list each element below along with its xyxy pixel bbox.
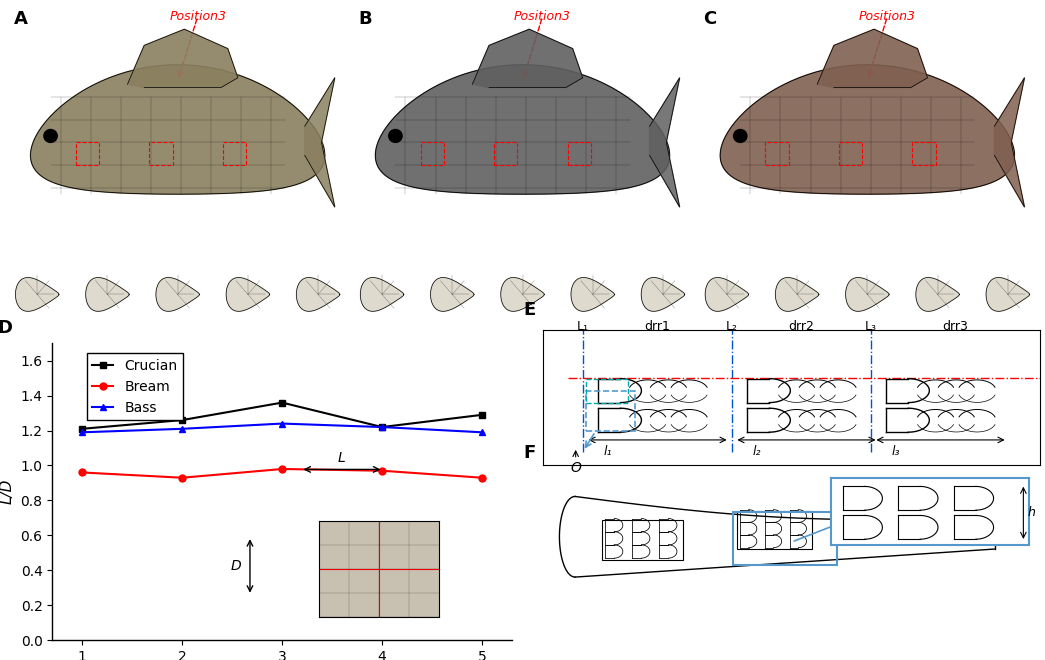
Bream <box>276 465 288 473</box>
Circle shape <box>389 129 402 143</box>
Crucian <box>376 423 389 431</box>
Crucian <box>176 416 188 424</box>
Y-axis label: L/D: L/D <box>0 479 15 504</box>
Text: Position3: Position3 <box>859 10 915 23</box>
Polygon shape <box>226 277 270 312</box>
Bar <box>585 391 635 432</box>
Polygon shape <box>375 65 670 194</box>
Polygon shape <box>472 29 583 88</box>
Bar <box>839 143 862 165</box>
Polygon shape <box>845 277 889 312</box>
Circle shape <box>44 129 57 143</box>
Polygon shape <box>16 277 59 312</box>
Bream <box>76 469 89 477</box>
Polygon shape <box>705 277 748 312</box>
Text: B: B <box>358 10 372 28</box>
Polygon shape <box>305 78 334 207</box>
Text: L₂: L₂ <box>726 320 738 333</box>
Text: l₁: l₁ <box>604 445 612 458</box>
Bar <box>585 379 628 403</box>
Polygon shape <box>915 277 959 312</box>
Text: O: O <box>571 461 581 475</box>
Polygon shape <box>297 277 340 312</box>
Bream <box>376 467 389 475</box>
Bar <box>567 143 591 165</box>
Polygon shape <box>571 277 614 312</box>
Bar <box>75 143 99 165</box>
Text: Position3: Position3 <box>514 10 571 23</box>
Text: drr3: drr3 <box>943 320 969 333</box>
Circle shape <box>734 129 747 143</box>
Polygon shape <box>361 277 403 312</box>
Bass <box>176 425 188 433</box>
Bar <box>738 511 812 549</box>
Line: Bass: Bass <box>78 420 486 436</box>
Text: D: D <box>230 559 240 573</box>
Text: drr2: drr2 <box>789 320 814 333</box>
Bar <box>149 143 172 165</box>
Polygon shape <box>775 277 819 312</box>
Polygon shape <box>986 277 1029 312</box>
Text: C: C <box>703 10 717 28</box>
Text: L: L <box>338 451 346 465</box>
Line: Crucian: Crucian <box>78 399 486 432</box>
Bar <box>765 143 789 165</box>
Line: Bream: Bream <box>78 465 486 481</box>
Bream <box>176 474 188 482</box>
Polygon shape <box>995 78 1024 207</box>
Bar <box>420 143 444 165</box>
Bass <box>76 428 89 436</box>
Crucian <box>76 425 89 433</box>
Polygon shape <box>127 29 238 88</box>
Polygon shape <box>650 78 679 207</box>
Text: l₂: l₂ <box>752 445 761 458</box>
Text: h: h <box>1027 506 1036 519</box>
Bar <box>223 143 247 165</box>
Polygon shape <box>431 277 474 312</box>
Text: A: A <box>14 10 27 28</box>
Text: E: E <box>524 301 536 319</box>
Polygon shape <box>642 277 684 312</box>
Bar <box>912 143 936 165</box>
Bar <box>602 520 683 560</box>
Crucian <box>276 399 288 407</box>
Bass <box>376 423 389 431</box>
Polygon shape <box>720 65 1015 194</box>
Polygon shape <box>156 277 200 312</box>
Polygon shape <box>86 277 130 312</box>
Crucian <box>475 411 488 419</box>
Polygon shape <box>30 65 325 194</box>
Text: Position3: Position3 <box>169 10 226 23</box>
Text: D: D <box>0 319 13 337</box>
Bar <box>494 143 517 165</box>
Text: L₃: L₃ <box>865 320 877 333</box>
Legend: Crucian, Bream, Bass: Crucian, Bream, Bass <box>87 353 183 420</box>
Polygon shape <box>817 29 928 88</box>
Bass <box>475 428 488 436</box>
Bream <box>475 474 488 482</box>
Text: l₃: l₃ <box>891 445 900 458</box>
Bar <box>890 506 937 542</box>
Bar <box>733 512 837 565</box>
Text: F: F <box>524 444 536 462</box>
Text: drr1: drr1 <box>645 320 671 333</box>
Text: L₁: L₁ <box>577 320 589 333</box>
Polygon shape <box>501 277 544 312</box>
Bass <box>276 420 288 428</box>
